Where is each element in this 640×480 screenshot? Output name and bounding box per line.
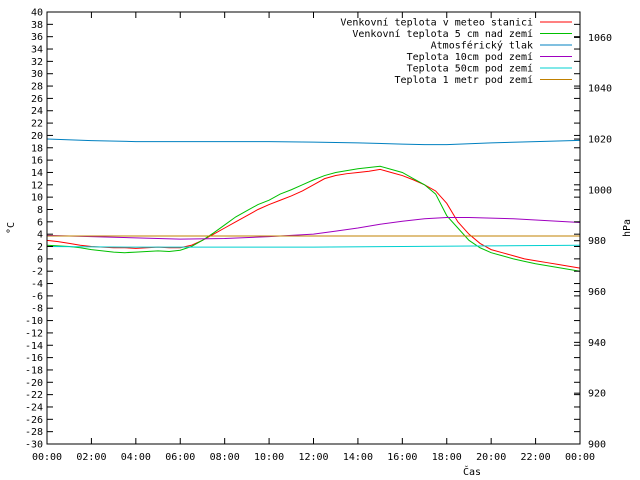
y-tick-label: -16 <box>25 353 43 364</box>
x-tick-label: 14:00 <box>343 452 373 463</box>
y-tick-label: 18 <box>31 143 43 154</box>
y-tick-label: -12 <box>25 328 43 339</box>
x-tick-label: 08:00 <box>210 452 240 463</box>
legend-entry-label-4: Teplota 50cm pod zemí <box>407 63 533 75</box>
x-axis-label: Čas <box>463 465 481 478</box>
x-tick-label: 04:00 <box>121 452 151 463</box>
series-layer <box>46 138 581 272</box>
y2-axis-label: hPa <box>622 219 633 237</box>
y-tick-label: 2 <box>37 242 43 253</box>
y-tick-label: -6 <box>31 291 43 302</box>
x-tick-label: 22:00 <box>521 452 551 463</box>
y-tick-label: 26 <box>31 94 43 105</box>
y-axis-label: °C <box>6 222 17 234</box>
y-tick-label: -10 <box>25 316 43 327</box>
y-tick-label: -30 <box>25 440 43 451</box>
y-tick-label: -2 <box>31 267 43 278</box>
series-line-3 <box>46 217 581 240</box>
y2-tick-label: 1060 <box>588 33 612 44</box>
legend-entry-label-2: Atmosférický tlak <box>431 40 533 52</box>
series-line-4 <box>46 244 581 248</box>
x-tick-label: 00:00 <box>565 452 595 463</box>
y-tick-label: 16 <box>31 156 43 167</box>
legend-entry-label-1: Venkovní teplota 5 cm nad zemí <box>352 28 533 40</box>
x-tick-label: 02:00 <box>76 452 106 463</box>
y-tick-label: 10 <box>31 193 43 204</box>
x-tick-label: 10:00 <box>254 452 284 463</box>
y2-tick-label: 1020 <box>588 135 612 146</box>
y-tick-label: 0 <box>37 254 43 265</box>
y2-tick-label: 980 <box>588 236 606 247</box>
x-tick-label: 18:00 <box>432 452 462 463</box>
y-tick-label: 6 <box>37 217 43 228</box>
y-tick-label: 40 <box>31 8 43 19</box>
y2-tick-label: 1040 <box>588 84 612 95</box>
y-tick-label: 24 <box>31 106 43 117</box>
legend-entry-label-5: Teplota 1 metr pod zemí <box>395 74 533 86</box>
y2-tick-label: 920 <box>588 389 606 400</box>
legend: Venkovní teplota v meteo staniciVenkovní… <box>340 17 572 86</box>
y-tick-label: 34 <box>31 45 43 56</box>
y-tick-label: 4 <box>37 230 43 241</box>
y-tick-label: -14 <box>25 341 43 352</box>
y-tick-label: 36 <box>31 32 43 43</box>
y-tick-label: 8 <box>37 205 43 216</box>
y-tick-label: -26 <box>25 415 43 426</box>
y-tick-label: -20 <box>25 378 43 389</box>
y-tick-label: -22 <box>25 390 43 401</box>
y-tick-label: -18 <box>25 365 43 376</box>
y-tick-label: 30 <box>31 69 43 80</box>
x-tick-label: 00:00 <box>32 452 62 463</box>
x-tick-label: 06:00 <box>165 452 195 463</box>
series-line-1 <box>46 165 581 272</box>
legend-entry-label-0: Venkovní teplota v meteo stanici <box>340 17 533 29</box>
y-tick-label: -8 <box>31 304 43 315</box>
series-line-0 <box>46 168 581 269</box>
y2-tick-label: 900 <box>588 440 606 451</box>
y-tick-label: -24 <box>25 402 43 413</box>
y2-tick-label: 960 <box>588 287 606 298</box>
axes-layer: -30-28-26-24-22-20-18-16-14-12-10-8-6-4-… <box>25 8 612 464</box>
y2-tick-label: 1000 <box>588 185 612 196</box>
y-tick-label: 28 <box>31 82 43 93</box>
legend-entry-label-3: Teplota 10cm pod zemí <box>407 51 533 63</box>
y-tick-label: 14 <box>31 168 43 179</box>
x-tick-label: 12:00 <box>298 452 328 463</box>
y-tick-label: 20 <box>31 131 43 142</box>
series-line-2 <box>46 138 581 146</box>
x-tick-label: 20:00 <box>476 452 506 463</box>
y-tick-label: 22 <box>31 119 43 130</box>
y2-tick-label: 940 <box>588 338 606 349</box>
y-tick-label: 12 <box>31 180 43 191</box>
y-tick-label: 38 <box>31 20 43 31</box>
y-tick-label: 32 <box>31 57 43 68</box>
x-tick-label: 16:00 <box>387 452 417 463</box>
y-tick-label: -4 <box>31 279 43 290</box>
y-tick-label: -28 <box>25 427 43 438</box>
